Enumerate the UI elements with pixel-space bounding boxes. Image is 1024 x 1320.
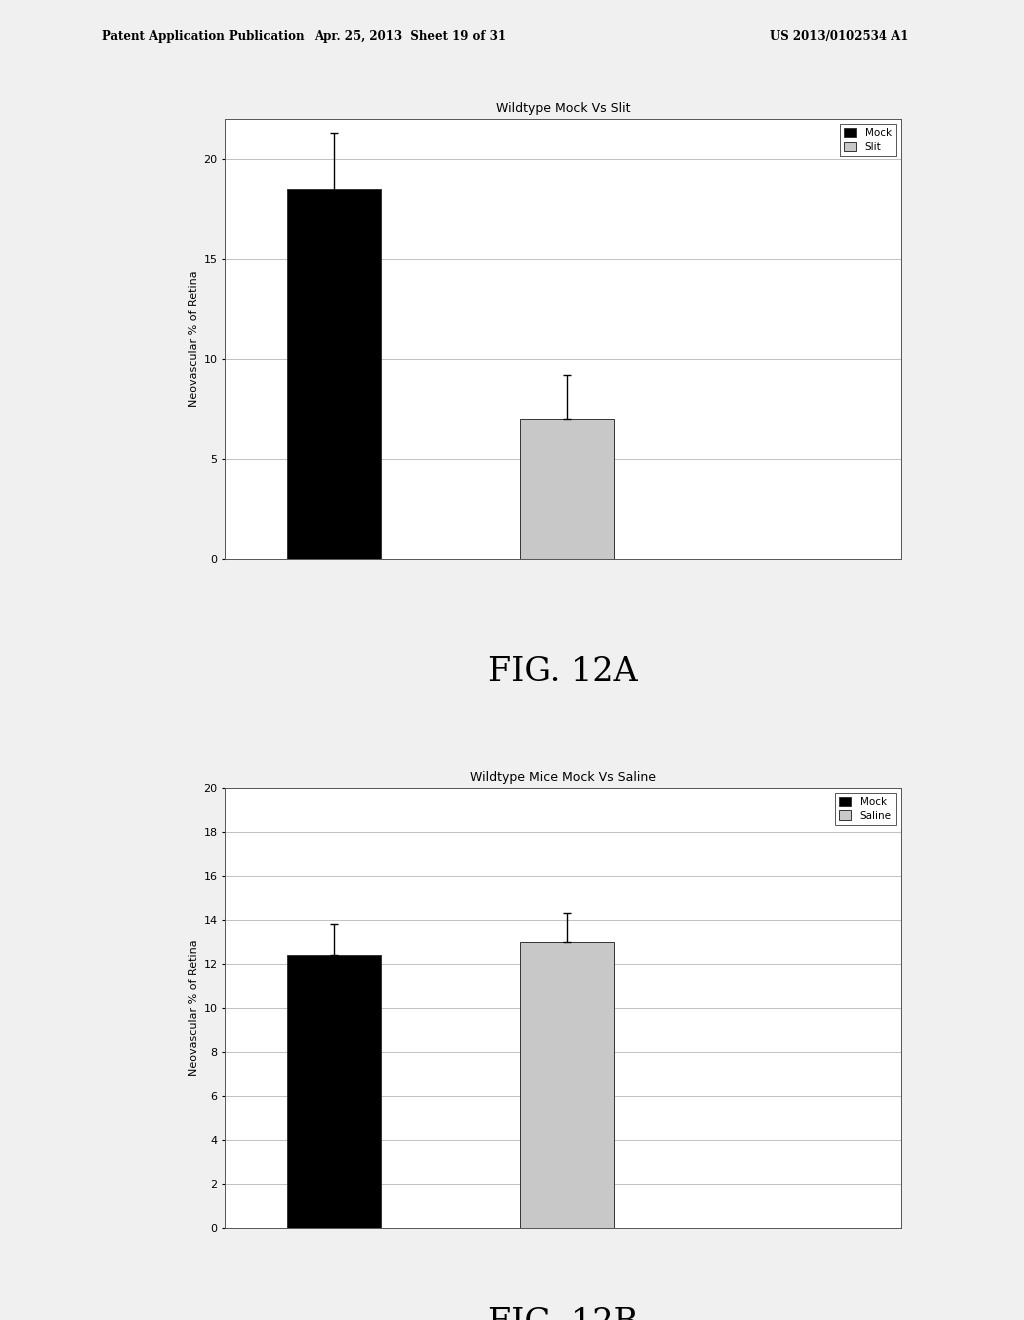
Bar: [288, 954, 381, 1228]
Bar: [288, 189, 381, 558]
Legend: Mock, Saline: Mock, Saline: [835, 793, 896, 825]
Title: Wildtype Mock Vs Slit: Wildtype Mock Vs Slit: [496, 102, 631, 115]
Text: FIG. 12B: FIG. 12B: [488, 1307, 638, 1320]
Bar: [520, 418, 613, 558]
Text: FIG. 12A: FIG. 12A: [488, 656, 638, 688]
Legend: Mock, Slit: Mock, Slit: [840, 124, 896, 156]
Bar: [520, 941, 613, 1228]
Title: Wildtype Mice Mock Vs Saline: Wildtype Mice Mock Vs Saline: [470, 771, 656, 784]
Text: Apr. 25, 2013  Sheet 19 of 31: Apr. 25, 2013 Sheet 19 of 31: [313, 30, 506, 44]
Text: US 2013/0102534 A1: US 2013/0102534 A1: [770, 30, 909, 44]
Y-axis label: Neovascular % of Retina: Neovascular % of Retina: [189, 940, 200, 1076]
Y-axis label: Neovascular % of Retina: Neovascular % of Retina: [189, 271, 200, 407]
Text: Patent Application Publication: Patent Application Publication: [102, 30, 305, 44]
